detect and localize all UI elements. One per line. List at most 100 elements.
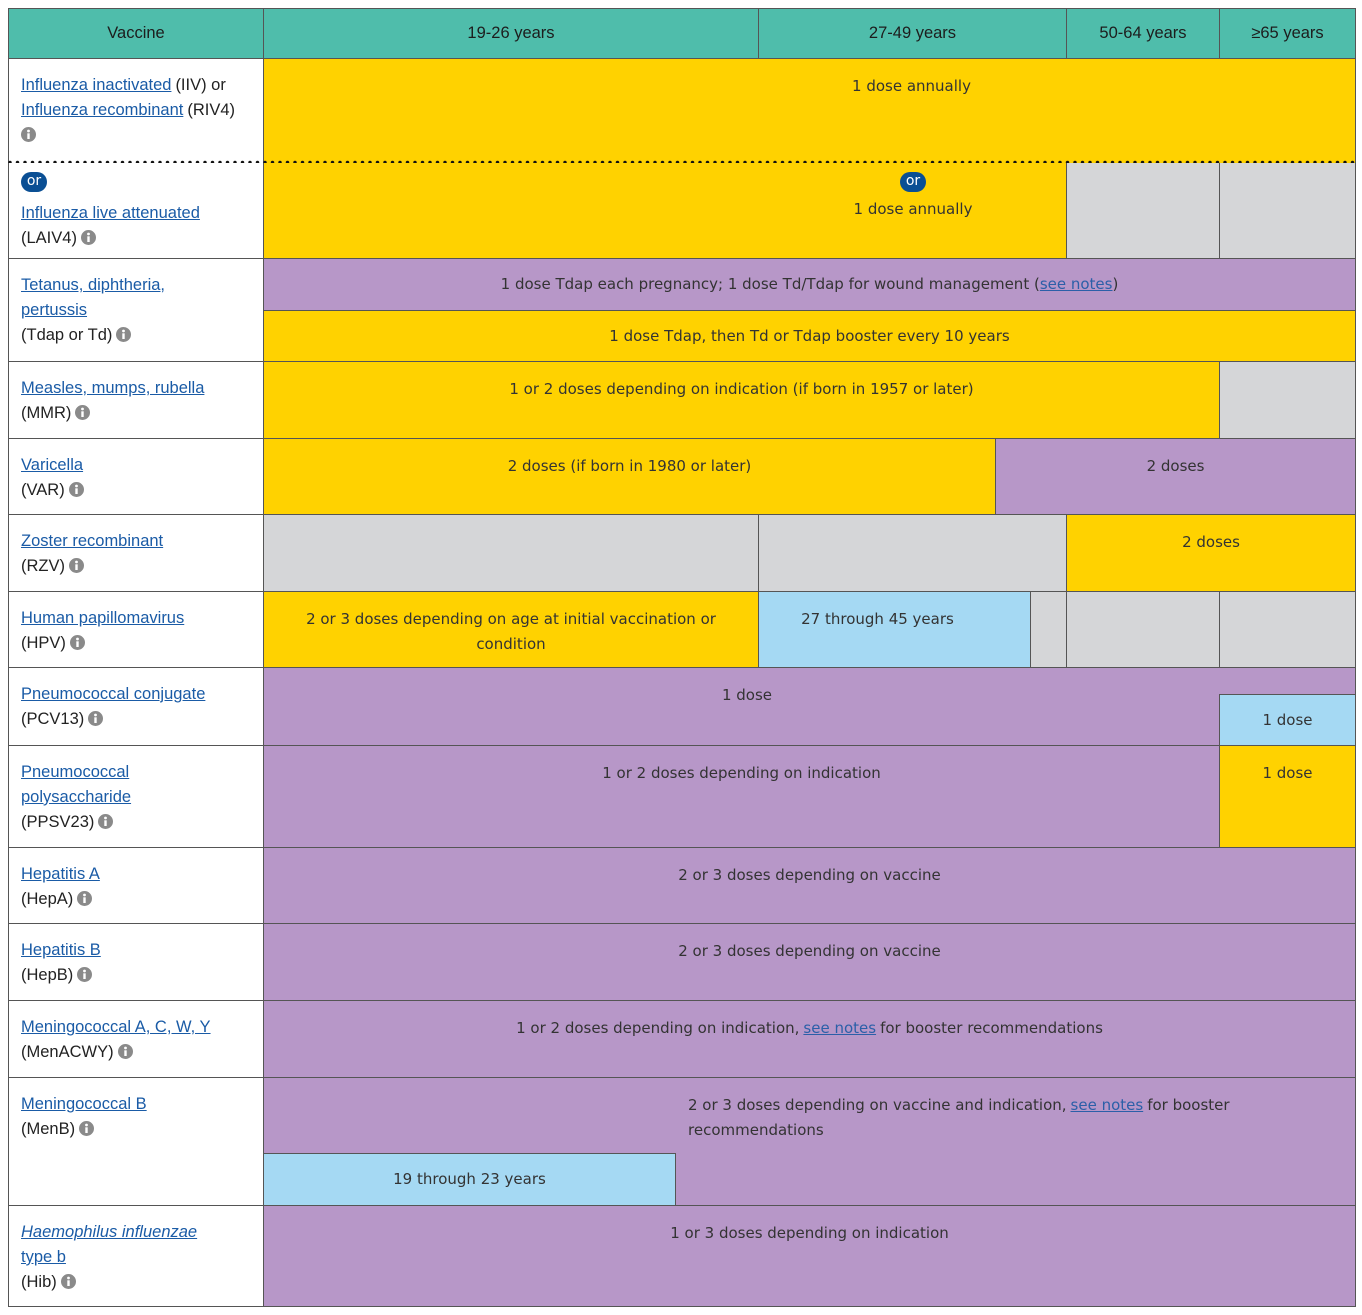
info-glyph [116, 327, 132, 342]
vaccine-abbr: (MenACWY) [21, 1043, 114, 1061]
header-cell: 19-26 years [263, 8, 759, 59]
dose-bar: 1 dose Tdap each pregnancy; 1 dose Td/Td… [263, 258, 1356, 311]
info-icon[interactable] [75, 403, 91, 428]
dose-text: 2 or 3 doses depending on vaccine [678, 942, 941, 960]
info-shape [87, 232, 90, 236]
info-icon[interactable] [98, 812, 114, 837]
dose-text: 1 dose [721, 686, 773, 704]
info-shape [75, 488, 78, 494]
dose-text: 2 or 3 doses depending on vaccine and in… [688, 1096, 1067, 1114]
dose-bar: 19 through 23 years [263, 1153, 676, 1206]
info-shape [74, 484, 78, 488]
info-shape [27, 133, 30, 139]
info-glyph [21, 127, 36, 142]
vaccine-link[interactable]: Influenza recombinant [21, 101, 184, 119]
info-glyph [88, 711, 104, 726]
dose-bar: 1 dose Tdap, then Td or Tdap booster eve… [263, 310, 1356, 362]
vaccine-abbr: (HepA) [21, 890, 74, 908]
not-recommended-cell [758, 514, 1067, 592]
vaccine-cell: Hepatitis B (HepB) [8, 923, 264, 1001]
info-icon[interactable] [79, 1119, 95, 1144]
vaccine-cell: Meningococcal B (MenB) [8, 1077, 264, 1206]
info-glyph [117, 1044, 133, 1059]
vaccine-cell: Pneumococcal conjugate (PCV13) [8, 667, 264, 746]
dose-text: 19 through 23 years [393, 1170, 546, 1188]
dose-text: 2 or 3 doses depending on age at initial… [306, 610, 716, 653]
vaccine-link[interactable]: Meningococcal A, C, W, Y [21, 1018, 211, 1036]
info-icon[interactable] [77, 889, 93, 914]
vaccine-abbr: (Hib) [21, 1273, 57, 1291]
dose-text: 2 or 3 doses depending on vaccine [678, 866, 941, 884]
vaccine-cell: or Influenza live attenuated (LAIV4) [8, 163, 264, 259]
dose-bar: 1 or 2 doses depending on indication, see… [263, 1000, 1356, 1078]
vaccine-cell: Hepatitis A (HepA) [8, 847, 264, 924]
dose-bar: 2 doses [1066, 514, 1356, 592]
info-glyph [60, 1274, 76, 1289]
vaccine-cell: Influenza inactivated (IIV) or Influenza … [8, 58, 264, 163]
dose-bar: 1 or 2 doses depending on indication [263, 745, 1220, 848]
info-shape [122, 333, 126, 339]
header-text: Vaccine [107, 24, 165, 42]
info-shape [27, 129, 30, 133]
header-cell: Vaccine [8, 8, 264, 59]
info-shape [66, 1276, 70, 1280]
info-icon[interactable] [80, 228, 96, 253]
vaccine-abbr: (HPV) [21, 634, 66, 652]
info-icon[interactable] [88, 709, 104, 734]
dose-text: for booster recommendations [880, 1019, 1103, 1037]
info-icon[interactable] [68, 480, 84, 505]
header-cell: ≥65 years [1219, 8, 1356, 59]
info-shape [122, 329, 126, 333]
header-text: 19-26 years [467, 24, 555, 42]
info-icon[interactable] [60, 1272, 76, 1297]
vaccine-name-italic: Haemophilus influenzae [21, 1223, 198, 1241]
vaccine-link[interactable]: Hepatitis A [21, 865, 100, 883]
vaccine-link[interactable]: Varicella [21, 456, 84, 474]
info-shape [85, 1127, 88, 1133]
dose-bar: 1 or 3 doses depending on indication [263, 1205, 1356, 1307]
notes-link[interactable]: see notes [1070, 1096, 1144, 1114]
notes-link[interactable]: see notes [803, 1019, 877, 1037]
info-shape [81, 407, 85, 411]
notes-link[interactable]: see notes [1039, 275, 1113, 293]
dose-text: 1 dose [1262, 764, 1313, 782]
vaccine-link[interactable]: type b [21, 1248, 66, 1266]
vaccine-link[interactable]: Human papillomavirus [21, 609, 185, 627]
info-icon[interactable] [77, 965, 93, 990]
info-shape [76, 637, 79, 641]
info-icon[interactable] [69, 556, 84, 581]
info-icon[interactable] [69, 633, 85, 658]
not-recommended-cell [263, 514, 759, 592]
vaccine-cell: Measles, mumps, rubella (MMR) [8, 361, 264, 439]
info-icon[interactable] [117, 1042, 133, 1067]
dose-text: 2 doses [1146, 457, 1205, 475]
info-glyph [68, 482, 84, 497]
dose-bar: 2 or 3 doses depending on age at initial… [263, 591, 759, 668]
vaccine-abbr: (VAR) [21, 481, 65, 499]
info-shape [67, 1280, 70, 1286]
info-icon[interactable] [116, 325, 132, 350]
info-glyph [77, 891, 93, 906]
vaccine-link[interactable]: Zoster recombinant [21, 532, 164, 550]
vaccine-link[interactable]: Meningococcal B [21, 1095, 147, 1113]
vaccine-link[interactable]: Measles, mumps, rubella [21, 379, 205, 397]
dose-text: ) [1112, 275, 1119, 293]
vaccine-cell: Meningococcal A, C, W, Y (MenACWY) [8, 1000, 264, 1078]
vaccine-cell: Haemophilus influenzae type b (Hib) [8, 1205, 264, 1307]
vaccine-cell: Human papillomavirus (HPV) [8, 591, 264, 668]
vaccine-link[interactable]: Influenza inactivated [21, 76, 172, 94]
info-shape [75, 560, 78, 564]
vaccine-link[interactable]: Hepatitis B [21, 941, 101, 959]
vaccine-link[interactable]: Haemophilus influenzae [21, 1223, 197, 1241]
vaccine-abbr: (MMR) [21, 404, 72, 422]
dose-text: 1 dose Tdap each pregnancy; 1 dose Td/Td… [500, 275, 1040, 293]
dose-bar: 1 dose [1219, 745, 1356, 848]
vaccine-link[interactable]: Pneumococcal polysaccharide [21, 763, 132, 806]
vaccine-link[interactable]: Pneumococcal conjugate [21, 685, 206, 703]
vaccine-cell: Pneumococcal polysaccharide (PPSV23) [8, 745, 264, 848]
vaccine-link[interactable]: Influenza live attenuated [21, 204, 200, 222]
info-shape [76, 641, 79, 647]
info-icon[interactable] [21, 125, 36, 150]
vaccine-link[interactable]: Tetanus, diphtheria, pertussis [21, 276, 166, 319]
info-shape [87, 236, 90, 242]
